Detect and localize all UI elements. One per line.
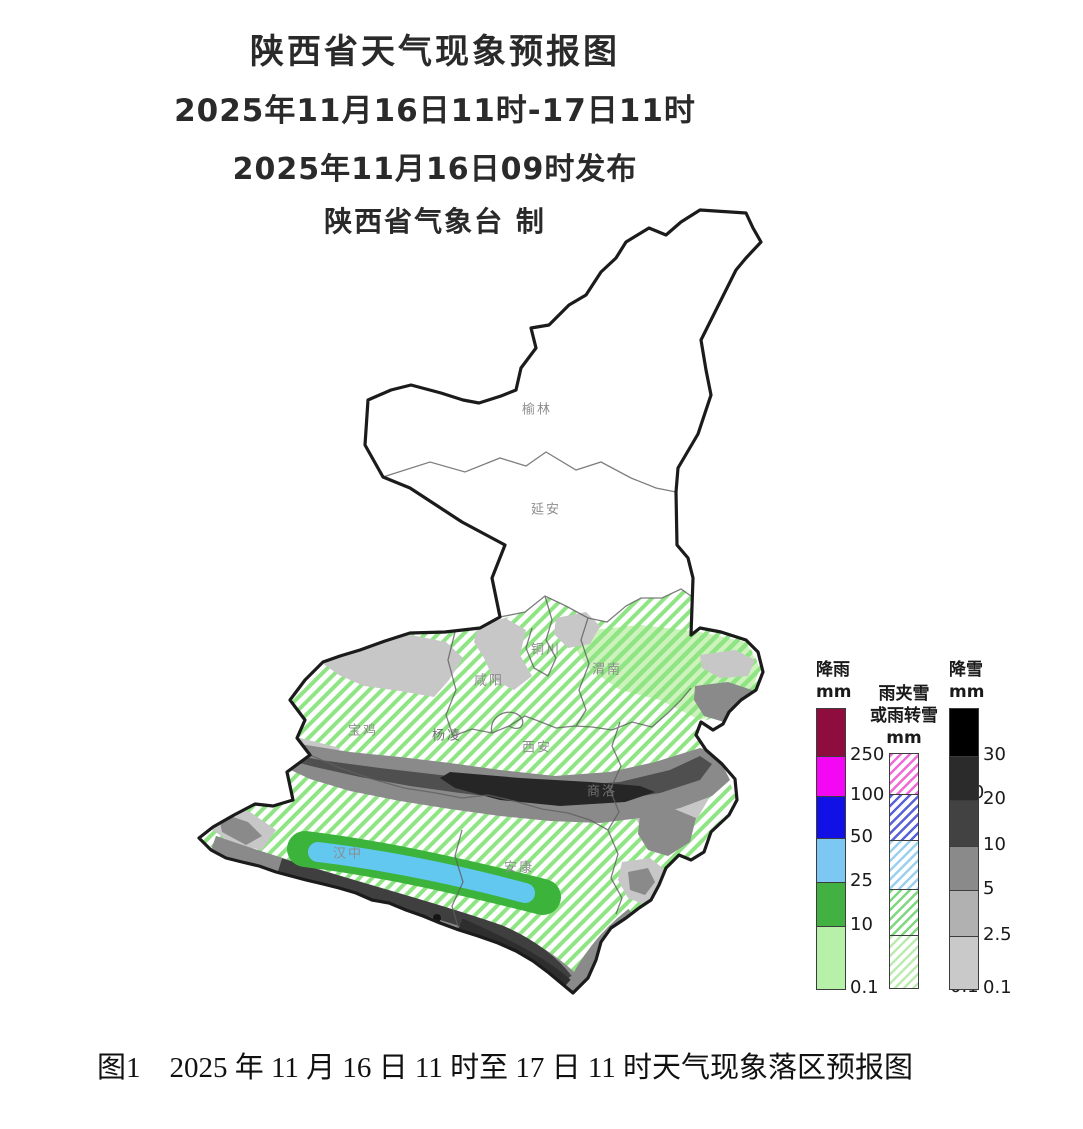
city-label-yanan: 延安 — [530, 502, 562, 518]
legend-snow-tick: 30 — [983, 744, 1006, 765]
legend-snow-tick: 20 — [983, 788, 1006, 809]
title-block: 陕西省天气现象预报图 2025年11月16日11时-17日11时 2025年11… — [120, 24, 750, 240]
legend-snow-seg: 5 — [950, 847, 994, 899]
legend-rain-seg: 10 — [817, 883, 873, 935]
city-label-baoji: 宝鸡 — [347, 723, 379, 739]
legend-rain-unit: mm — [816, 682, 852, 702]
legend-snow-tick: 10 — [983, 834, 1006, 855]
city-label-xian: 西安 — [521, 740, 553, 756]
rain-blue-band — [308, 842, 535, 903]
legend-rain: 降雨 mm 250 100 50 25 10 0.1 — [816, 659, 884, 998]
legend-snow-title: 降雪 — [949, 660, 983, 680]
legend-snow-bar: 30 20 10 5 2.5 0.1 — [949, 708, 1012, 998]
legend-snow-seg: 30 — [950, 709, 1006, 765]
legend-sleet-seg: 0.1 — [890, 936, 979, 997]
legend-rain-seg: 0.1 — [817, 927, 879, 998]
legend-rain-seg: 25 — [817, 839, 873, 891]
city-label-ankang: 安康 — [503, 860, 535, 876]
legend-rain-seg: 250 — [817, 709, 884, 765]
legend-sleet-seg: 10 — [890, 890, 973, 944]
prefecture-boundaries — [286, 451, 692, 931]
legend-sleet-seg: 50 — [890, 795, 973, 849]
legend-rain-tick: 100 — [850, 784, 885, 805]
legend-snow-seg: 20 — [950, 757, 1006, 809]
legend-rain-tick: 50 — [850, 826, 873, 847]
city-label-yangling: 杨凌 — [431, 728, 463, 744]
legend-sleet-bar: 100 50 25 10 0.1 — [889, 753, 984, 997]
legend-rain-bar: 250 100 50 25 10 0.1 — [816, 708, 884, 998]
page-title: 陕西省天气现象预报图 — [250, 32, 620, 72]
legend-snow-tick: 5 — [983, 878, 995, 899]
city-label-yulin: 榆林 — [521, 402, 553, 418]
legend-rain-tick: 10 — [850, 914, 873, 935]
city-label-hanzhong: 汉中 — [332, 846, 364, 862]
legend-sleet: 雨夹雪 或雨转雪 mm 100 50 25 10 0.1 — [856, 683, 984, 997]
legend-snow-seg: 2.5 — [950, 891, 1012, 945]
legend-snow-tick: 0.1 — [983, 977, 1012, 998]
legend-rain-seg: 100 — [817, 757, 884, 805]
city-label-xianyang: 咸阳 — [473, 673, 505, 689]
legend-snow-seg: 0.1 — [950, 937, 1012, 998]
legend-sleet-title-1: 雨夹雪 — [878, 684, 930, 704]
legend-snow-tick: 2.5 — [983, 924, 1012, 945]
figure-caption: 图1 2025 年 11 月 16 日 11 时至 17 日 11 时天气现象落… — [96, 1052, 914, 1084]
legend-rain-tick: 0.1 — [850, 977, 879, 998]
legend-rain-tick: 25 — [850, 870, 873, 891]
issue-time: 2025年11月16日09时发布 — [232, 152, 638, 187]
snow-dark-band-south — [277, 858, 572, 985]
legend-snow-seg: 10 — [950, 801, 1006, 855]
legend-rain-seg: 50 — [817, 797, 873, 847]
issuing-agency: 陕西省气象台 制 — [324, 205, 546, 238]
legend-snow-unit: mm — [949, 682, 985, 702]
snow-core-qinling — [440, 772, 655, 806]
city-label-weinan: 渭南 — [591, 662, 623, 678]
legend-sleet-title-2: 或雨转雪 — [870, 706, 938, 726]
legend-snow: 降雪 mm 30 20 10 5 2.5 0.1 — [949, 659, 1012, 998]
legend-sleet-seg: 25 — [890, 841, 973, 898]
legend-sleet-unit: mm — [886, 728, 922, 748]
legend-rain-title: 降雨 — [816, 660, 850, 680]
province-outline — [197, 208, 765, 995]
legend-rain-tick: 250 — [850, 744, 885, 765]
city-label-tongchuan: 铜川 — [530, 642, 562, 658]
legend-sleet-seg: 100 — [890, 754, 984, 803]
city-label-shangluo: 商洛 — [586, 784, 618, 800]
forecast-period: 2025年11月16日11时-17日11时 — [174, 93, 696, 129]
